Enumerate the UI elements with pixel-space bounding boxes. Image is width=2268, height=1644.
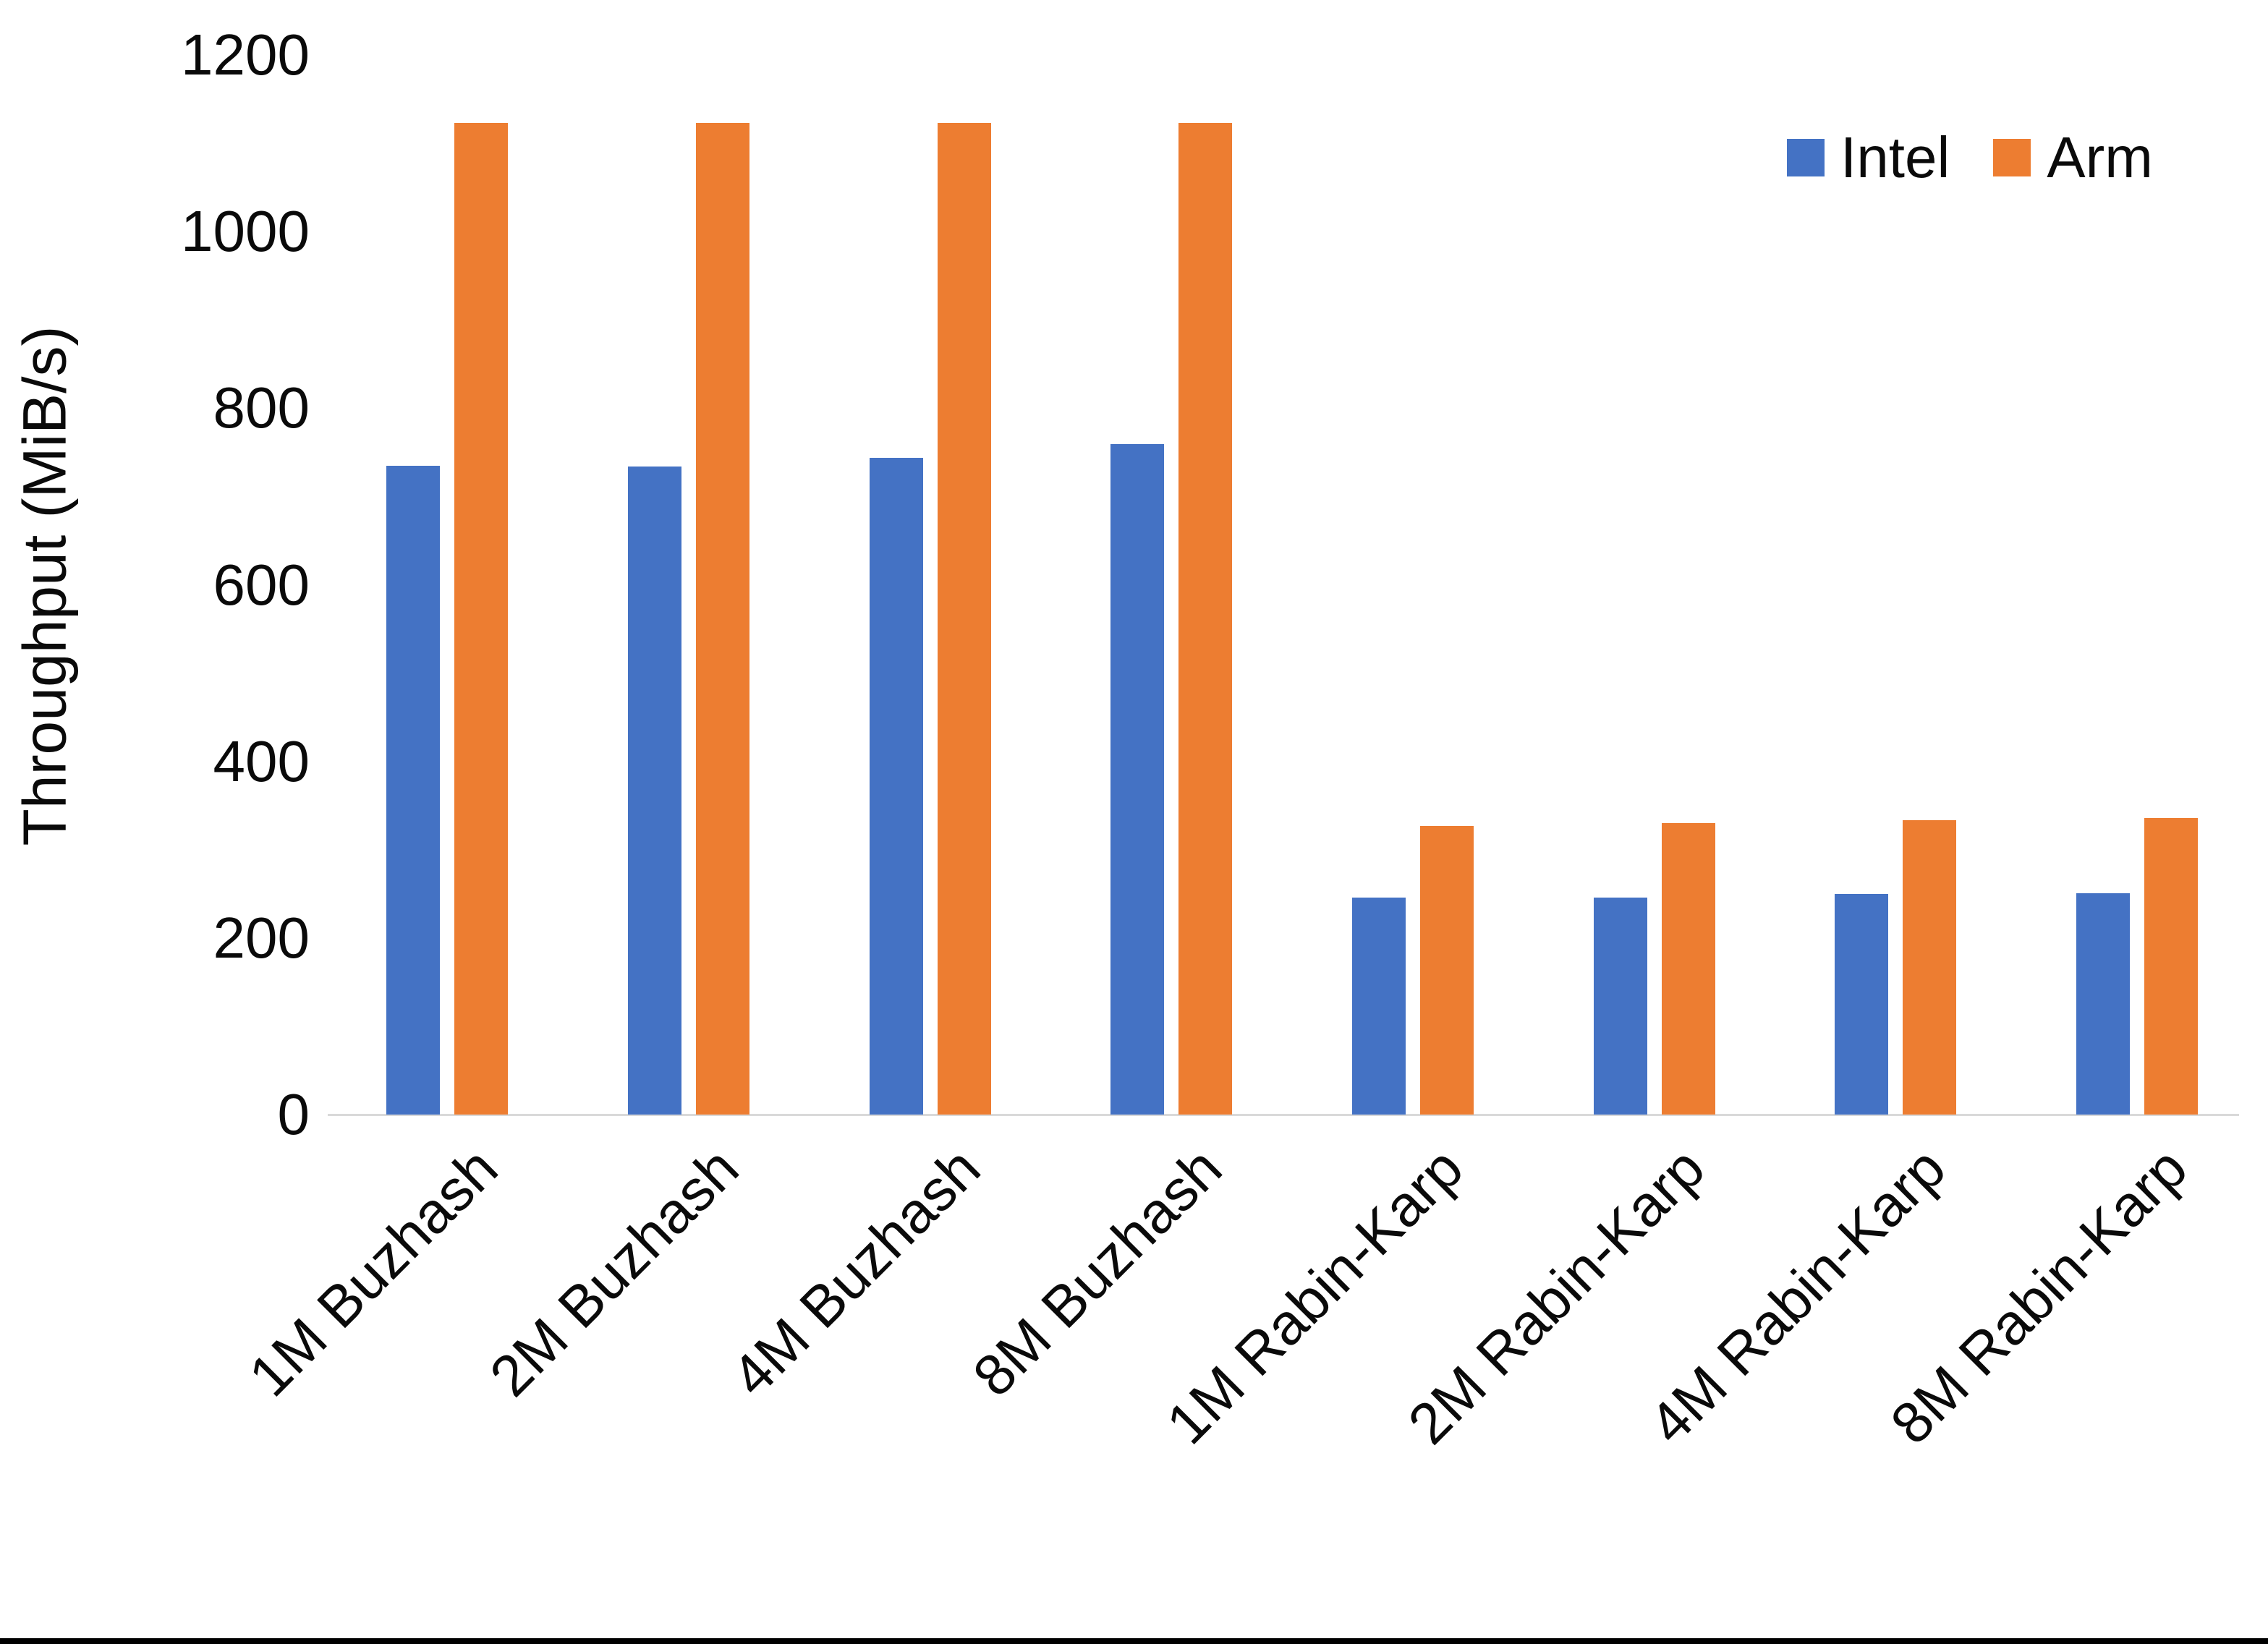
bar-intel-1m-rabin-karp xyxy=(1352,897,1406,1115)
y-tick-label-0: 0 xyxy=(277,1082,310,1146)
bar-intel-1m-buzhash xyxy=(386,465,441,1115)
x-category-label-4m-buzhash: 4M Buzhash xyxy=(719,1135,993,1409)
bar-intel-2m-buzhash xyxy=(628,466,682,1115)
legend-item-arm: Arm xyxy=(1993,129,2153,187)
legend-label-intel: Intel xyxy=(1840,125,1950,189)
y-tick-label-1000: 1000 xyxy=(181,199,310,264)
bar-arm-2m-rabin-karp xyxy=(1661,823,1715,1115)
bar-arm-8m-rabin-karp xyxy=(2144,817,2199,1115)
y-tick-label-600: 600 xyxy=(213,552,310,617)
legend: Intel Arm xyxy=(1787,129,2153,187)
bar-arm-2m-buzhash xyxy=(696,123,750,1115)
x-category-label-1m-buzhash: 1M Buzhash xyxy=(236,1135,510,1409)
bar-intel-8m-buzhash xyxy=(1110,444,1165,1115)
legend-label-arm: Arm xyxy=(2047,125,2153,189)
y-tick-label-200: 200 xyxy=(213,905,310,970)
x-category-label-2m-buzhash: 2M Buzhash xyxy=(477,1135,751,1409)
intel-color-swatch xyxy=(1787,139,1825,176)
bar-intel-2m-rabin-karp xyxy=(1593,897,1647,1115)
y-tick-label-400: 400 xyxy=(213,728,310,793)
bar-intel-4m-rabin-karp xyxy=(1835,893,1889,1115)
legend-item-intel: Intel xyxy=(1787,129,1950,187)
y-tick-label-1200: 1200 xyxy=(181,22,310,87)
bar-arm-4m-buzhash xyxy=(937,123,991,1115)
x-axis-line xyxy=(328,1114,2239,1116)
arm-color-swatch xyxy=(1993,139,2031,176)
bar-arm-1m-buzhash xyxy=(454,123,509,1115)
x-category-label-8m-buzhash: 8M Buzhash xyxy=(960,1135,1234,1409)
slide-bottom-border xyxy=(0,1638,2268,1644)
y-tick-label-800: 800 xyxy=(213,375,310,440)
bar-arm-4m-rabin-karp xyxy=(1903,820,1957,1115)
bar-intel-4m-buzhash xyxy=(869,457,923,1115)
bar-arm-8m-buzhash xyxy=(1178,123,1233,1115)
bar-intel-8m-rabin-karp xyxy=(2076,893,2131,1115)
bar-arm-1m-rabin-karp xyxy=(1420,825,1474,1115)
